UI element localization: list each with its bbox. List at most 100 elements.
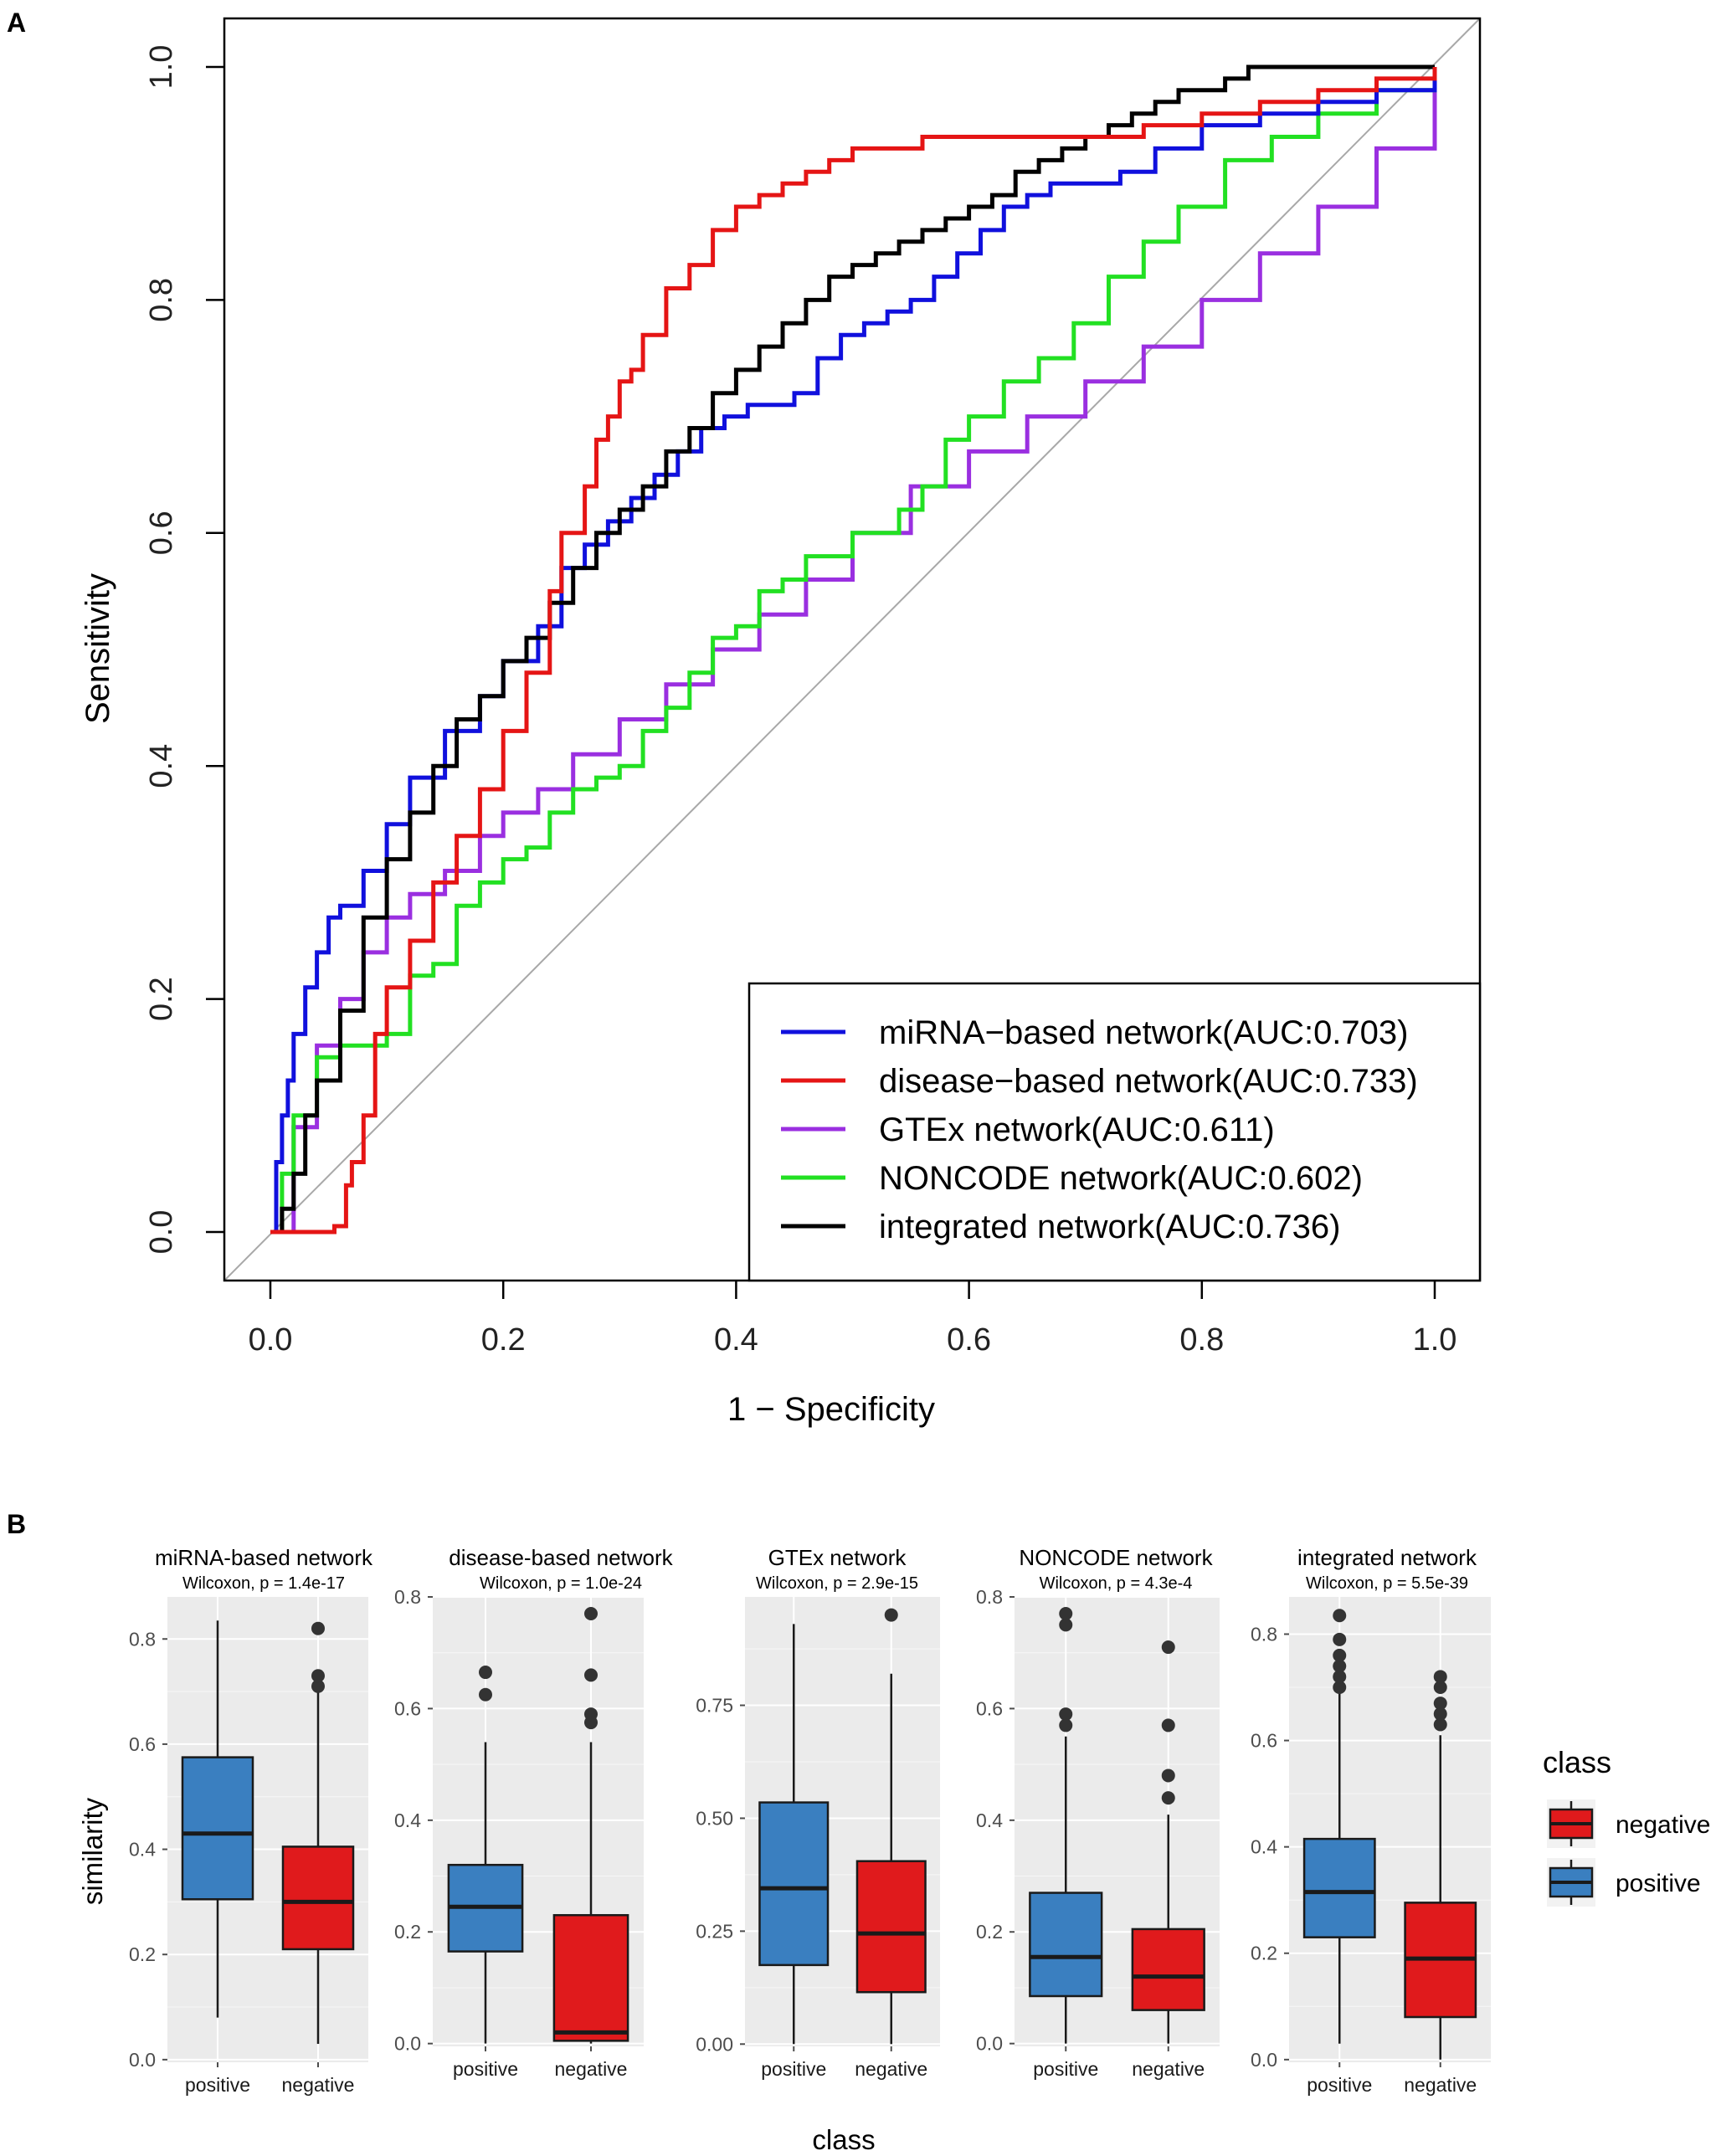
panel-b-label: B (7, 1509, 26, 1539)
facet-title: NONCODE network (1019, 1545, 1213, 1570)
facet-y-tick-label: 0.2 (129, 1943, 156, 1965)
roc-legend-label-gtex: GTEx network(AUC:0.611) (879, 1111, 1275, 1148)
box-outlier (311, 1621, 325, 1635)
box-outlier (1161, 1791, 1175, 1805)
roc-y-tick-label: 0.8 (144, 278, 179, 322)
facet-x-tick-label: negative (1404, 2074, 1477, 2096)
facet-x-tick-label: positive (453, 2058, 518, 2080)
roc-curve-integrated (270, 64, 1435, 1235)
facet-subtitle: Wilcoxon, p = 5.5e-39 (1306, 1574, 1468, 1593)
box-iqr (1302, 1837, 1376, 1938)
facet-title: GTEx network (768, 1545, 907, 1570)
box-negative (1131, 1640, 1205, 2044)
box-y-axis-title: similarity (77, 1797, 108, 1905)
roc-legend-box (747, 982, 1482, 1282)
box-plots: 0.0 0.2 0.4 0.6 0.8 positive negative miRNA-bas… (129, 1545, 1491, 2096)
box-iqr (758, 1801, 830, 1967)
facet-x-tick-label: negative (855, 2058, 927, 2080)
roc-x-tick-label: 0.4 (714, 1322, 758, 1358)
roc-curve-noncode (270, 67, 1437, 1235)
facet-x-tick-label: positive (185, 2074, 250, 2096)
facet-y-tick-label: 0.4 (394, 1810, 421, 1831)
facet-y-tick-label: 0.0 (129, 2049, 156, 2071)
facet-4: 0.0 0.2 0.4 0.6 0.8 positive negative NONCODE n… (976, 1545, 1220, 2080)
box-outlier (1433, 1681, 1447, 1695)
roc-y-axis-title: Sensitivity (80, 573, 116, 724)
box-positive (1302, 1609, 1376, 2044)
facet-x-tick-label: negative (555, 2058, 628, 2080)
box-outlier (1059, 1618, 1073, 1632)
facet-x-tick-label: negative (1132, 2058, 1205, 2080)
box-positive (447, 1666, 524, 2044)
box-outlier (311, 1679, 325, 1693)
box-negative (552, 1607, 629, 2044)
roc-legend-label-disease: disease−based network(AUC:0.733) (879, 1063, 1418, 1100)
box-iqr (1131, 1928, 1205, 2011)
roc-y-tick-label: 0.6 (144, 511, 179, 555)
box-outlier (1059, 1607, 1073, 1621)
facet-y-tick-label: 0.00 (696, 2033, 733, 2055)
box-iqr (552, 1913, 629, 2042)
roc-chance-diagonal (223, 18, 1481, 1281)
facet-y-tick-label: 0.0 (1251, 2049, 1277, 2071)
box-outlier (1161, 1718, 1175, 1732)
class-legend-label-positive: positive (1616, 1870, 1701, 1897)
box-outlier (479, 1666, 492, 1680)
facet-1: 0.0 0.2 0.4 0.6 0.8 positive negative miRNA-bas… (129, 1545, 373, 2096)
facet-3: 0.00 0.25 0.50 0.75 positive negative GTEx net… (696, 1545, 940, 2080)
facet-y-tick-label: 0.50 (696, 1807, 733, 1829)
facet-x-tick-label: positive (761, 2058, 826, 2080)
roc-y-axis: 0.0 0.2 0.4 0.6 0.8 1.0 (144, 45, 224, 1255)
facet-y-tick-label: 0.6 (129, 1733, 156, 1755)
box-outlier (584, 1607, 598, 1621)
roc-y-tick-label: 0.0 (144, 1210, 179, 1255)
box-outlier (479, 1687, 492, 1702)
facet-y-tick-label: 0.6 (976, 1697, 1003, 1719)
facet-y-tick-label: 0.8 (1251, 1623, 1277, 1645)
box-positive (1029, 1607, 1103, 2044)
box-outlier (1333, 1659, 1347, 1673)
box-outlier (1433, 1707, 1447, 1721)
facet-title: disease-based network (449, 1545, 673, 1570)
box-outlier (1161, 1640, 1175, 1655)
box-outlier (1333, 1670, 1347, 1684)
roc-x-tick-label: 0.2 (481, 1322, 526, 1358)
roc-x-axis-title: 1 − Specificity (727, 1391, 935, 1428)
box-x-axis-title: class (812, 2124, 875, 2155)
facet-y-tick-label: 0.2 (1251, 1943, 1277, 1964)
roc-x-axis: 0.0 0.2 0.4 0.6 0.8 1.0 (249, 1281, 1457, 1358)
box-outlier (1433, 1717, 1447, 1732)
box-outlier (1333, 1609, 1347, 1623)
box-outlier (1333, 1648, 1347, 1662)
facet-y-tick-label: 0.0 (394, 2033, 421, 2055)
roc-x-tick-label: 1.0 (1413, 1322, 1457, 1358)
facet-y-tick-label: 0.8 (976, 1586, 1003, 1608)
roc-chart: 0.0 0.2 0.4 0.6 0.8 1.0 0.0 0.2 0.4 0.6 0.8 1.0 1 … (80, 17, 1482, 1428)
facet-subtitle: Wilcoxon, p = 1.0e-24 (480, 1574, 642, 1593)
box-outlier (1433, 1670, 1447, 1684)
roc-legend: miRNA−based network(AUC:0.703) disease−ba… (747, 982, 1482, 1282)
roc-curve-gtex (270, 67, 1437, 1235)
facet-y-tick-label: 0.75 (696, 1695, 733, 1717)
box-iqr (181, 1756, 254, 1901)
facet-y-tick-label: 0.8 (129, 1628, 156, 1650)
box-outlier (884, 1608, 898, 1622)
facet-subtitle: Wilcoxon, p = 1.4e-17 (182, 1574, 345, 1593)
box-negative (855, 1608, 927, 2045)
roc-legend-label-mirna: miRNA−based network(AUC:0.703) (879, 1014, 1408, 1051)
facet-x-tick-label: positive (1033, 2058, 1098, 2080)
facet-y-tick-label: 0.4 (976, 1810, 1003, 1831)
facet-y-tick-label: 0.25 (696, 1920, 733, 1942)
box-outlier (1161, 1768, 1175, 1783)
class-legend: class negative positive (1543, 1745, 1710, 1907)
roc-legend-label-noncode: NONCODE network(AUC:0.602) (879, 1160, 1363, 1197)
box-positive (758, 1624, 830, 2045)
facet-2: 0.0 0.2 0.4 0.6 0.8 positive negative disease-b… (394, 1545, 674, 2080)
roc-x-tick-label: 0.6 (947, 1322, 991, 1358)
facet-y-tick-label: 0.4 (129, 1839, 156, 1861)
facet-subtitle: Wilcoxon, p = 4.3e-4 (1040, 1574, 1193, 1593)
facet-x-tick-label: negative (282, 2074, 355, 2096)
roc-curve-disease (270, 67, 1437, 1235)
facet-x-tick-label: positive (1307, 2074, 1372, 2096)
